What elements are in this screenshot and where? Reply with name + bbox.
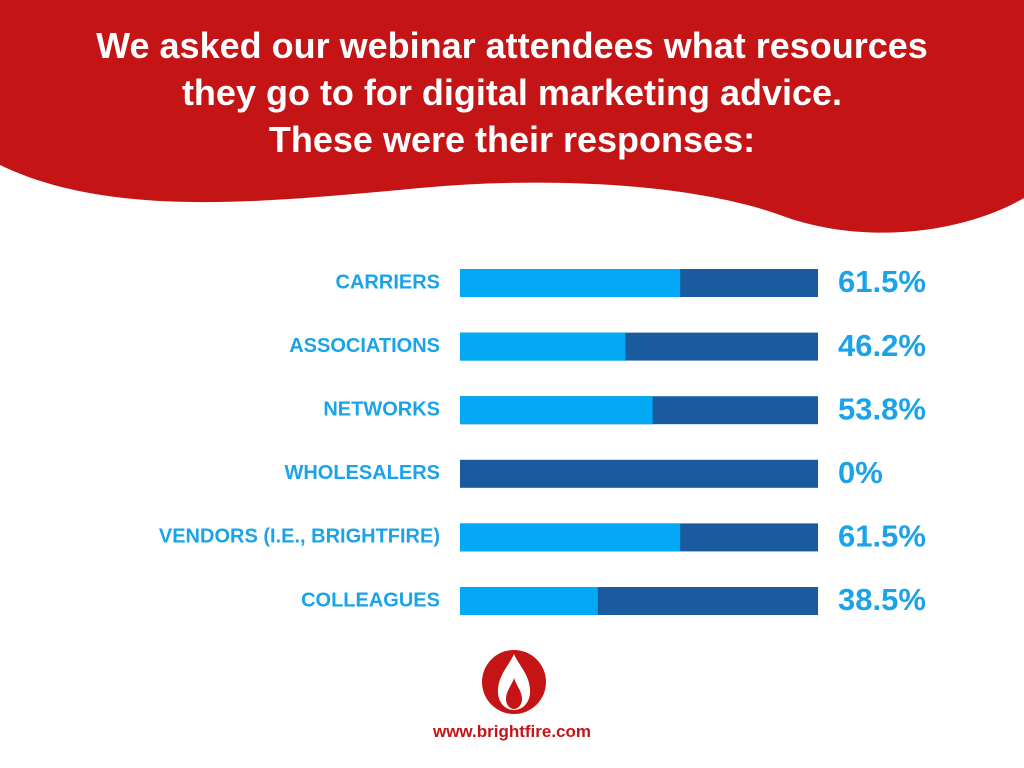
bar-value: [460, 587, 598, 615]
headline-line-2: they go to for digital marketing advice.: [181, 72, 843, 113]
bar-track: [460, 459, 818, 488]
category-label: COLLEAGUES: [301, 589, 440, 611]
headline-line-1: We asked our webinar attendees what reso…: [96, 25, 928, 66]
bar-value: [460, 332, 626, 361]
value-label: 61.5%: [838, 264, 926, 299]
bar-value: [460, 269, 681, 297]
category-label: ASSOCIATIONS: [289, 335, 440, 357]
category-label: WHOLESALERS: [284, 462, 440, 484]
banner-wave-shape: [0, 0, 1024, 233]
bar-value: [460, 396, 653, 425]
header-banner: [0, 0, 1024, 233]
logo-flame-inner: [506, 678, 522, 709]
headline-line-3: These were their responses:: [268, 119, 756, 160]
flame-icon: [482, 650, 546, 714]
value-label: 0%: [838, 455, 883, 490]
website-link[interactable]: www.brightfire.com: [432, 722, 592, 741]
value-label: 61.5%: [838, 519, 926, 554]
headline: We asked our webinar attendees what reso…: [0, 22, 1024, 163]
category-label: VENDORS (I.E., BRIGHTFIRE): [159, 526, 440, 548]
bar-value: [460, 523, 681, 552]
category-label: NETWORKS: [323, 398, 440, 420]
value-label: 53.8%: [838, 391, 926, 426]
value-label: 38.5%: [838, 582, 926, 617]
value-label: 46.2%: [838, 328, 926, 363]
category-label: CARRIERS: [336, 271, 440, 293]
